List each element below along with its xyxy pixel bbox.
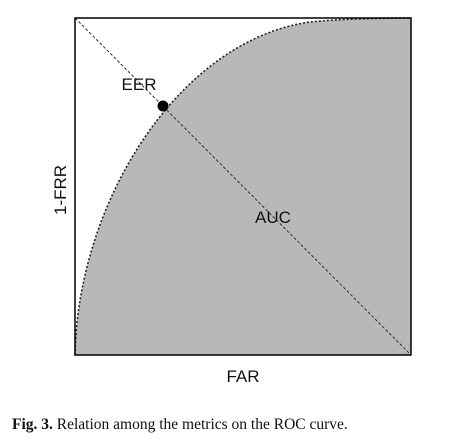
roc-curve — [74, 17, 412, 356]
caption-text: Relation among the metrics on the ROC cu… — [56, 416, 348, 433]
figure-number: Fig. 3. — [12, 416, 53, 433]
eer-point — [157, 100, 169, 112]
equal-error-diagonal — [74, 17, 412, 356]
figure-caption: Fig. 3. Relation among the metrics on th… — [12, 416, 452, 434]
y-axis-label: 1-FRR — [51, 165, 70, 215]
x-axis-label: FAR — [226, 367, 259, 386]
roc-diagram: EER AUC FAR 1-FRR — [51, 17, 412, 386]
plot-frame — [74, 17, 412, 356]
auc-label: AUC — [255, 208, 291, 227]
eer-label: EER — [122, 75, 157, 94]
